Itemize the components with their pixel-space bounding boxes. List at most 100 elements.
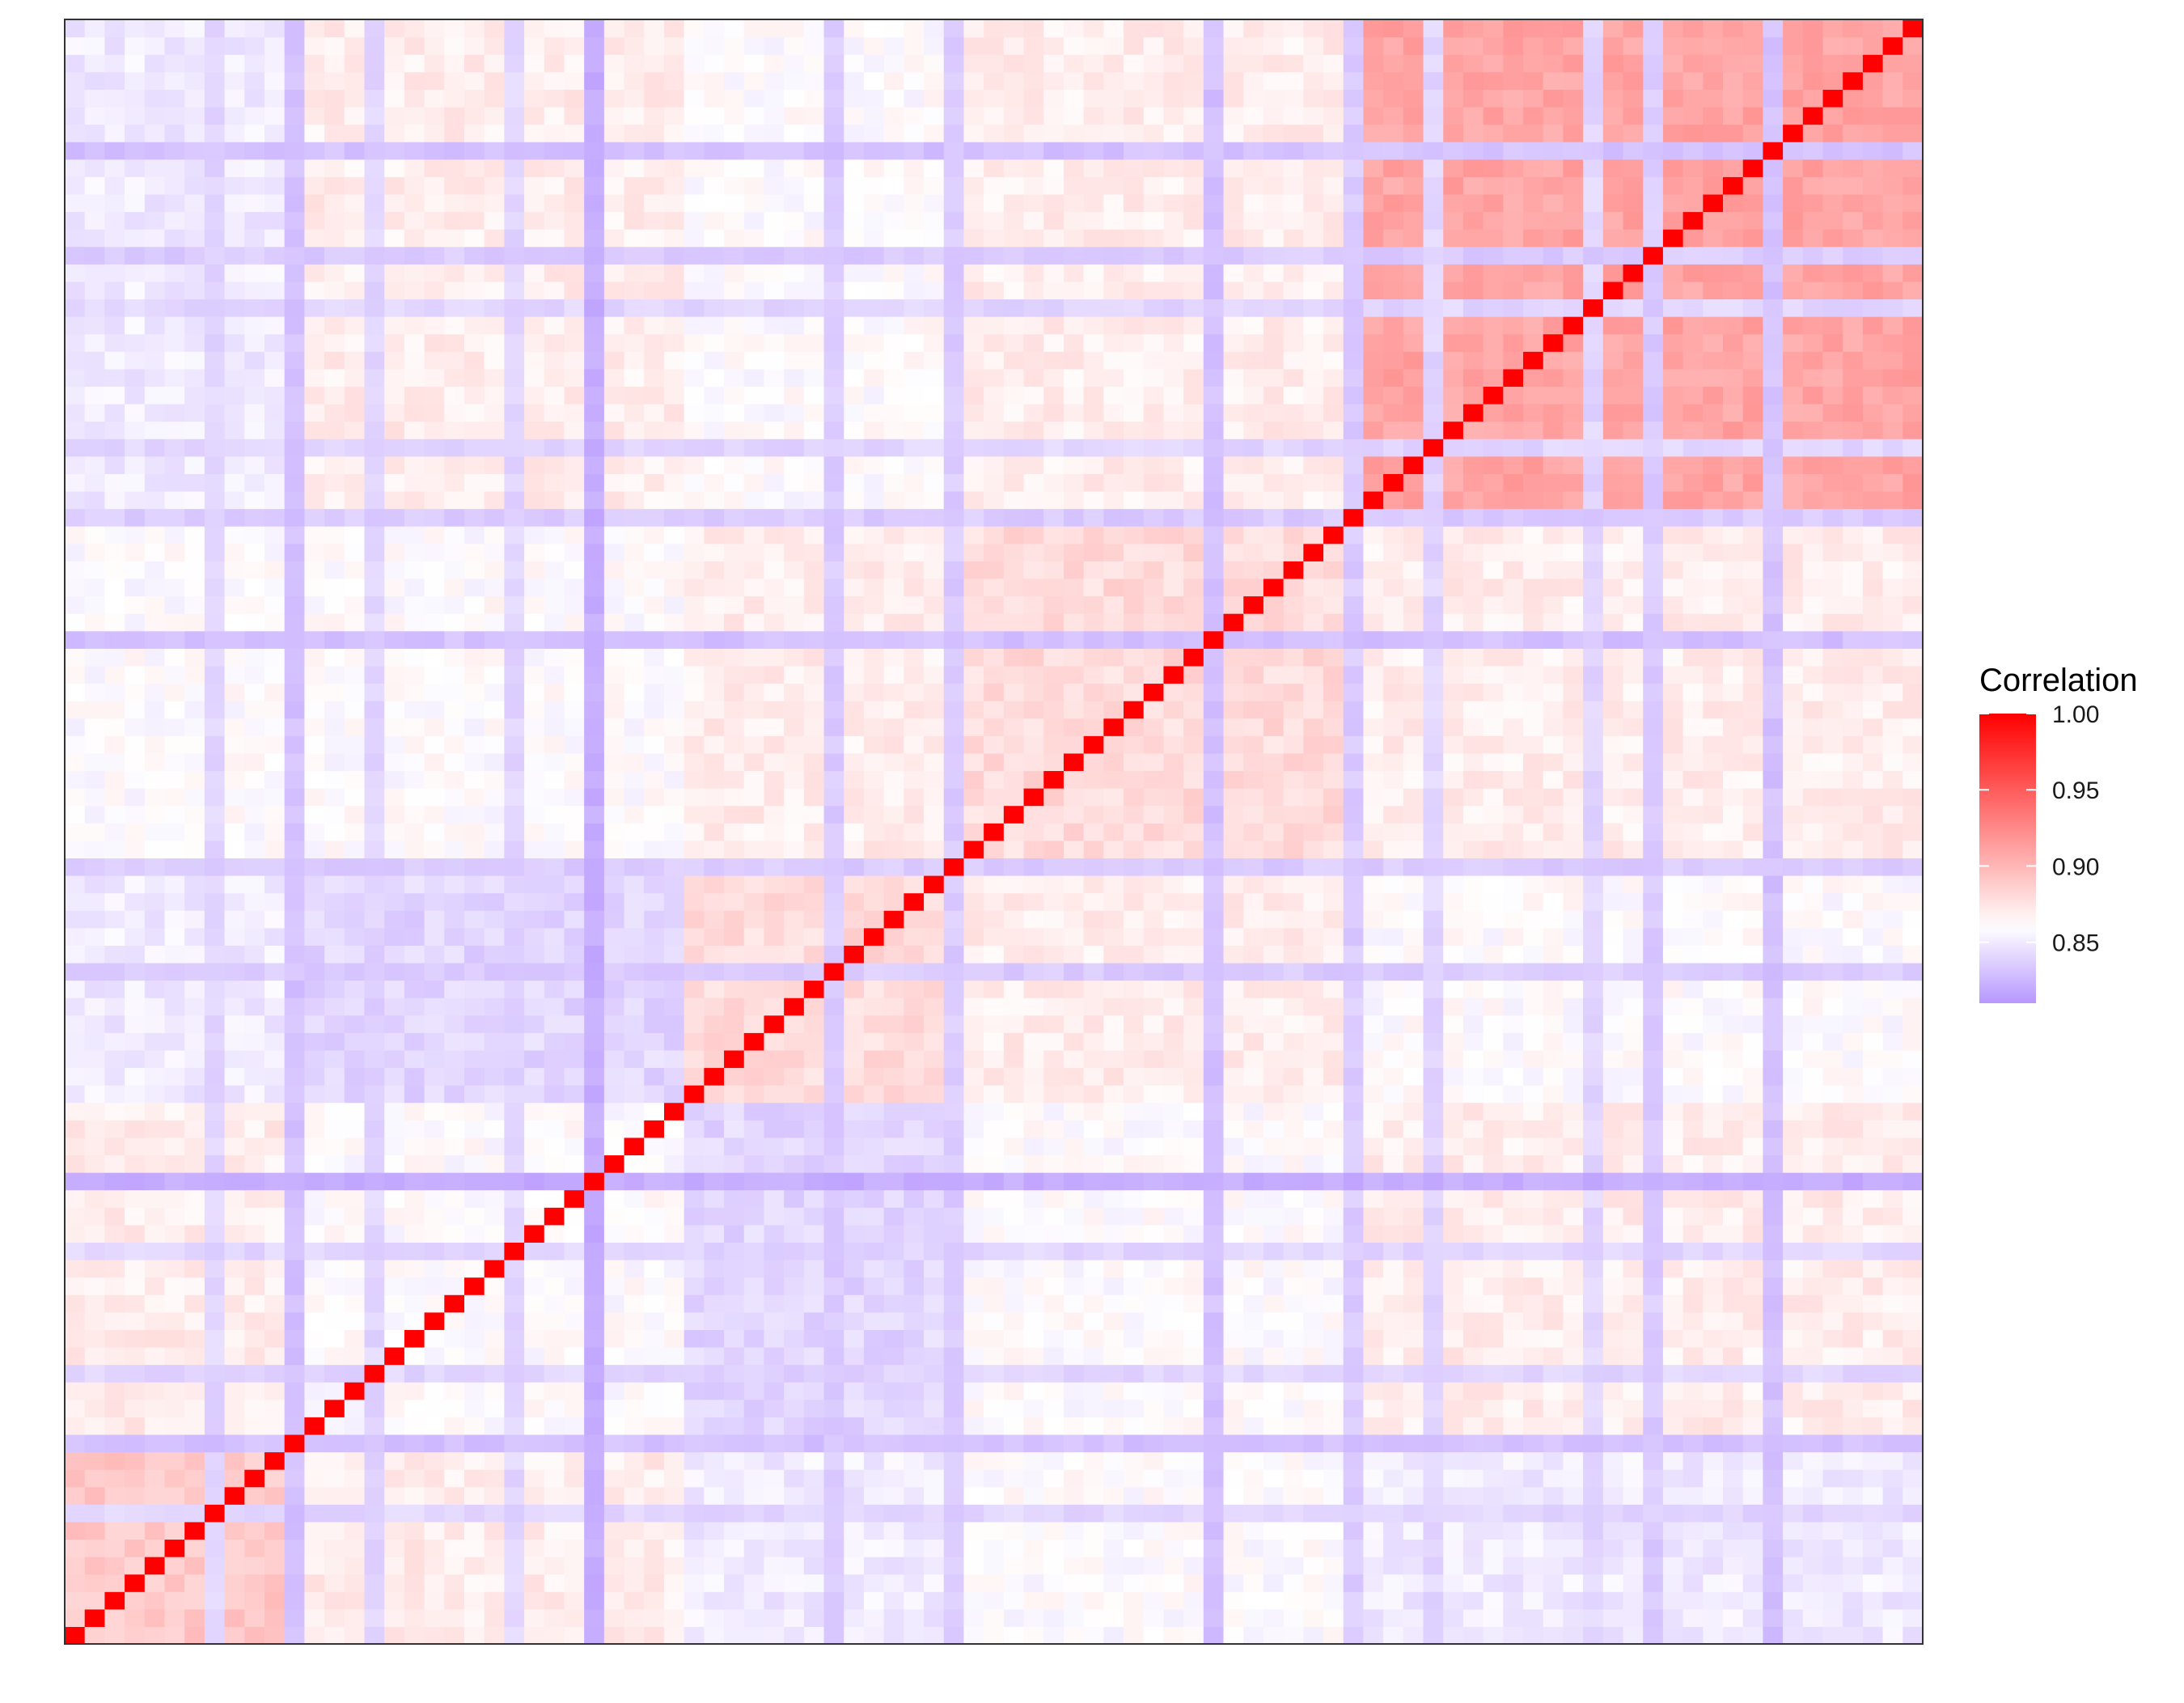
heatmap-cell [1383,1329,1404,1348]
heatmap-cell [624,1242,645,1260]
heatmap-cell [1822,1557,1843,1575]
heatmap-cell [1443,770,1464,789]
heatmap-cell [1643,1364,1664,1383]
heatmap-cell [943,1224,965,1243]
heatmap-cell [304,1521,325,1540]
heatmap-cell [104,1557,125,1575]
heatmap-cell [684,875,705,894]
heatmap-cell [424,1434,445,1453]
heatmap-cell [1243,1591,1264,1610]
heatmap-cell [1443,1539,1464,1557]
heatmap-cell [224,805,245,824]
heatmap-cell [1703,1242,1724,1260]
heatmap-cell [1723,1451,1744,1470]
heatmap-cell [823,1032,844,1051]
heatmap-cell [1643,1346,1664,1366]
heatmap-cell [1822,1085,1843,1104]
heatmap-cell [1583,945,1604,964]
heatmap-cell-diagonal [844,945,865,964]
heatmap-cell [844,1189,865,1208]
heatmap-cell [364,1469,385,1488]
heatmap-cell [724,910,745,929]
heatmap-cell [1003,962,1025,981]
heatmap-cell [823,1417,844,1435]
heatmap-cell [603,998,625,1016]
heatmap-cell [1423,945,1444,964]
heatmap-cell [1822,1137,1843,1156]
heatmap-cell [743,1085,765,1104]
heatmap-cell [1223,1469,1244,1488]
heatmap-cell [1523,752,1544,772]
heatmap-cell [344,1574,366,1592]
heatmap-cell [963,718,984,736]
heatmap-cell [784,1504,805,1523]
heatmap-cell [424,1521,445,1540]
heatmap-cell [1742,1154,1764,1173]
heatmap-cell [1503,945,1524,964]
heatmap-cell-diagonal [1023,788,1044,807]
heatmap-cell [284,1137,305,1156]
heatmap-cell [584,962,605,981]
heatmap-cell [943,1451,965,1470]
heatmap-cell [1323,1189,1344,1208]
heatmap-cell [1263,1346,1285,1366]
heatmap-cell [1763,805,1784,824]
heatmap-cell [1283,1120,1304,1138]
heatmap-cell [524,1417,545,1435]
heatmap-cell-diagonal [564,1189,585,1208]
heatmap-cell [463,927,485,946]
heatmap-cell [1682,735,1704,754]
heatmap-cell-diagonal [904,892,925,911]
heatmap-cell [1243,1015,1264,1033]
heatmap-cell [1723,1626,1744,1645]
heatmap-cell [1283,1224,1304,1243]
heatmap-cell [1802,1102,1824,1121]
heatmap-cell [1763,1311,1784,1330]
heatmap-cell [204,1032,226,1051]
heatmap-cell [1023,1242,1044,1260]
heatmap-cell [384,805,405,824]
heatmap-cell [1303,823,1324,841]
heatmap-cell [883,1399,904,1417]
heatmap-cell [904,1102,925,1121]
heatmap-cell [1602,1329,1624,1348]
heatmap-cell [404,1539,425,1557]
heatmap-cell [404,718,425,736]
heatmap-cell [1882,1259,1903,1278]
heatmap-cell [1243,1311,1264,1330]
heatmap-cell [1423,910,1444,929]
heatmap-cell [1124,1311,1145,1330]
heatmap-cell [584,1434,605,1453]
heatmap-cell [1203,980,1225,998]
heatmap-cell [1203,1085,1225,1104]
heatmap-cell [284,1032,305,1051]
heatmap-cell [65,927,86,946]
heatmap-cell [1583,1137,1604,1156]
heatmap-cell [164,1049,185,1069]
heatmap-cell [1403,1137,1424,1156]
heatmap-cell [603,823,625,841]
heatmap-cell [484,1224,505,1243]
heatmap-cell [823,1329,844,1348]
heatmap-cell [1742,1626,1764,1645]
heatmap-cell [764,1608,785,1628]
heatmap-cell [1203,752,1225,772]
heatmap-cell [184,1085,205,1104]
heatmap-cell [304,823,325,841]
heatmap-cell [544,1172,565,1191]
heatmap-cell [624,1067,645,1086]
heatmap-cell [1543,1399,1564,1417]
heatmap-cell [943,1242,965,1260]
heatmap-cell [1443,1364,1464,1383]
heatmap-cell [943,1521,965,1540]
heatmap-cell [424,823,445,841]
heatmap-cell [863,1469,885,1488]
heatmap-cell [1323,1608,1344,1628]
heatmap-cell [984,735,1005,754]
heatmap-cell [1143,1591,1165,1610]
heatmap-cell [584,1364,605,1383]
heatmap-cell [1023,1539,1044,1557]
heatmap-cell [244,1504,265,1523]
heatmap-cell [1802,1294,1824,1313]
heatmap-cell [1163,1574,1184,1592]
